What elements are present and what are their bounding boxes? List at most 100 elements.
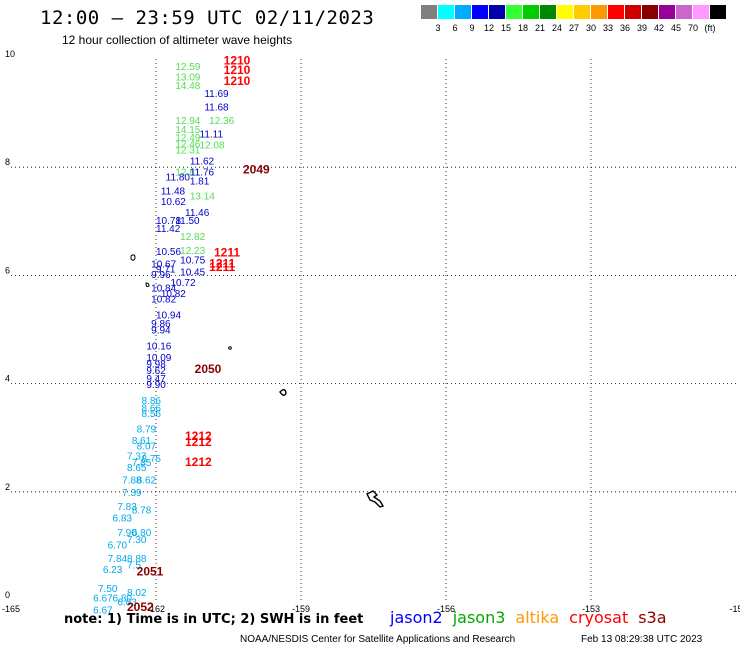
color-swatch [557, 5, 573, 19]
wave-height-value: 8.62 [137, 476, 157, 487]
color-swatch [642, 5, 658, 19]
color-legend-label: 21 [534, 23, 545, 33]
color-legend-label: 18 [517, 23, 528, 33]
wave-height-value: 7.85 [132, 458, 152, 469]
orbit-label: 1211 [209, 260, 235, 274]
orbit-label: 1212 [185, 455, 212, 469]
wave-height-value: 13.14 [190, 192, 215, 203]
color-swatch [659, 5, 675, 19]
orbit-label: 1210 [224, 63, 251, 77]
y-tick-label: 0 [5, 590, 10, 600]
color-legend-label: 9 [469, 23, 475, 33]
color-legend-label: 12 [483, 23, 494, 33]
color-legend-label: 24 [551, 23, 562, 33]
wave-height-value: 7.84 [108, 554, 128, 565]
wave-height-value: 9.98 [146, 359, 166, 370]
wave-height-value: 12.81 [175, 167, 200, 178]
color-swatch [625, 5, 641, 19]
color-swatch [693, 5, 709, 19]
color-swatch [455, 5, 471, 19]
color-swatch [574, 5, 590, 19]
wave-height-value: 6.67 [93, 594, 113, 605]
color-legend-label: 15 [500, 23, 511, 33]
wave-height-value: 12.59 [175, 62, 200, 73]
wave-height-value: 8.66 [142, 404, 162, 415]
wave-height-value: 7.88 [122, 476, 142, 487]
island-outline [228, 346, 232, 350]
wave-height-value: 6.67 [93, 606, 113, 617]
footer-note: note: 1) Time is in UTC; 2) SWH is in fe… [64, 612, 364, 627]
wave-height-value: 12.94 [175, 116, 200, 127]
map-grid [11, 59, 736, 600]
wave-height-value: 12.23 [180, 246, 205, 257]
color-legend-label: 70 [687, 23, 698, 33]
wave-height-value: 11.76 [190, 167, 215, 178]
wave-height-value: 9.62 [146, 366, 166, 377]
x-tick-label: -162 [147, 604, 165, 614]
orbit-label: 2050 [195, 362, 222, 376]
wave-height-value: 10.62 [161, 197, 186, 208]
wave-height-value: 9.86 [151, 319, 171, 330]
wave-height-value: 7.30 [127, 535, 147, 546]
wave-height-value: 12.49 [175, 133, 200, 144]
island-outline [366, 490, 385, 508]
wave-height-value: 6.70 [108, 541, 128, 552]
y-tick-label: 2 [5, 482, 10, 492]
wave-height-value: 10.94 [156, 311, 181, 322]
satellite-legend-item: jason3 [452, 608, 506, 627]
orbit-label: 2051 [137, 565, 164, 579]
satellite-legend-item: s3a [638, 608, 667, 627]
wave-height-value: 11.80 [166, 173, 191, 184]
wave-height-value: 7.90 [117, 528, 137, 539]
island-outline [145, 282, 150, 288]
wave-height-value: 8.86 [142, 396, 162, 407]
wave-height-value: 8.07 [137, 442, 157, 453]
wave-height-value: 9.71 [156, 265, 176, 276]
satellite-legend-item: cryosat [569, 608, 629, 627]
wave-height-value: 10.45 [180, 267, 205, 278]
color-swatch [710, 5, 726, 19]
wave-height-value: 6.23 [103, 565, 123, 576]
wave-height-value: 6.83 [113, 514, 133, 525]
footer-credit: NOAA/NESDIS Center for Satellite Applica… [240, 634, 516, 645]
color-swatch [421, 5, 437, 19]
color-legend-label: 45 [670, 23, 681, 33]
color-swatch [472, 5, 488, 19]
color-swatch [540, 5, 556, 19]
wave-height-value: 14.48 [175, 81, 200, 92]
wave-height-value: 8.61 [132, 436, 152, 447]
wave-height-value: 8.88 [127, 554, 147, 565]
wave-height-value: 12.08 [200, 140, 225, 151]
wave-height-value: 9.96 [151, 270, 171, 281]
wave-height-value: 7.5 [127, 561, 141, 572]
color-legend-label: 27 [568, 23, 579, 33]
color-legend-label: 36 [619, 23, 630, 33]
wave-height-value: 9.90 [146, 380, 166, 391]
wave-height-value: 11.50 [175, 216, 200, 227]
orbit-label: 1210 [224, 53, 251, 67]
wave-height-value: 1.81 [190, 177, 210, 188]
wave-height-value: 6.80 [113, 594, 133, 605]
wave-height-value: 11.62 [190, 156, 215, 167]
wave-height-value: 10.67 [151, 259, 176, 270]
wave-height-value: 14.15 [175, 125, 200, 136]
wave-height-value: 6.63 [117, 597, 137, 608]
wave-height-value: 10.09 [146, 353, 171, 364]
map-axis-labels: -165 -162 -159 -156 -153 -15 0 2 4 6 8 10 [2, 49, 740, 614]
page-title: 12:00 – 23:59 UTC 02/11/2023 [40, 7, 375, 29]
wave-height-value: 8.78 [132, 505, 152, 516]
wave-height-value: 10.78 [156, 216, 181, 227]
island-outline [279, 389, 287, 396]
y-tick-label: 8 [5, 157, 10, 167]
color-swatch [506, 5, 522, 19]
y-tick-label: 6 [5, 265, 10, 275]
wave-height-value: 8.79 [137, 424, 157, 435]
wave-height-value: 7.37 [127, 451, 147, 462]
color-legend-label: 33 [602, 23, 613, 33]
wave-height-value: 9.47 [146, 374, 166, 385]
island-outlines [130, 254, 385, 508]
footer-timestamp: Feb 13 08:29:38 UTC 2023 [581, 634, 703, 645]
color-legend-label: 30 [585, 23, 596, 33]
